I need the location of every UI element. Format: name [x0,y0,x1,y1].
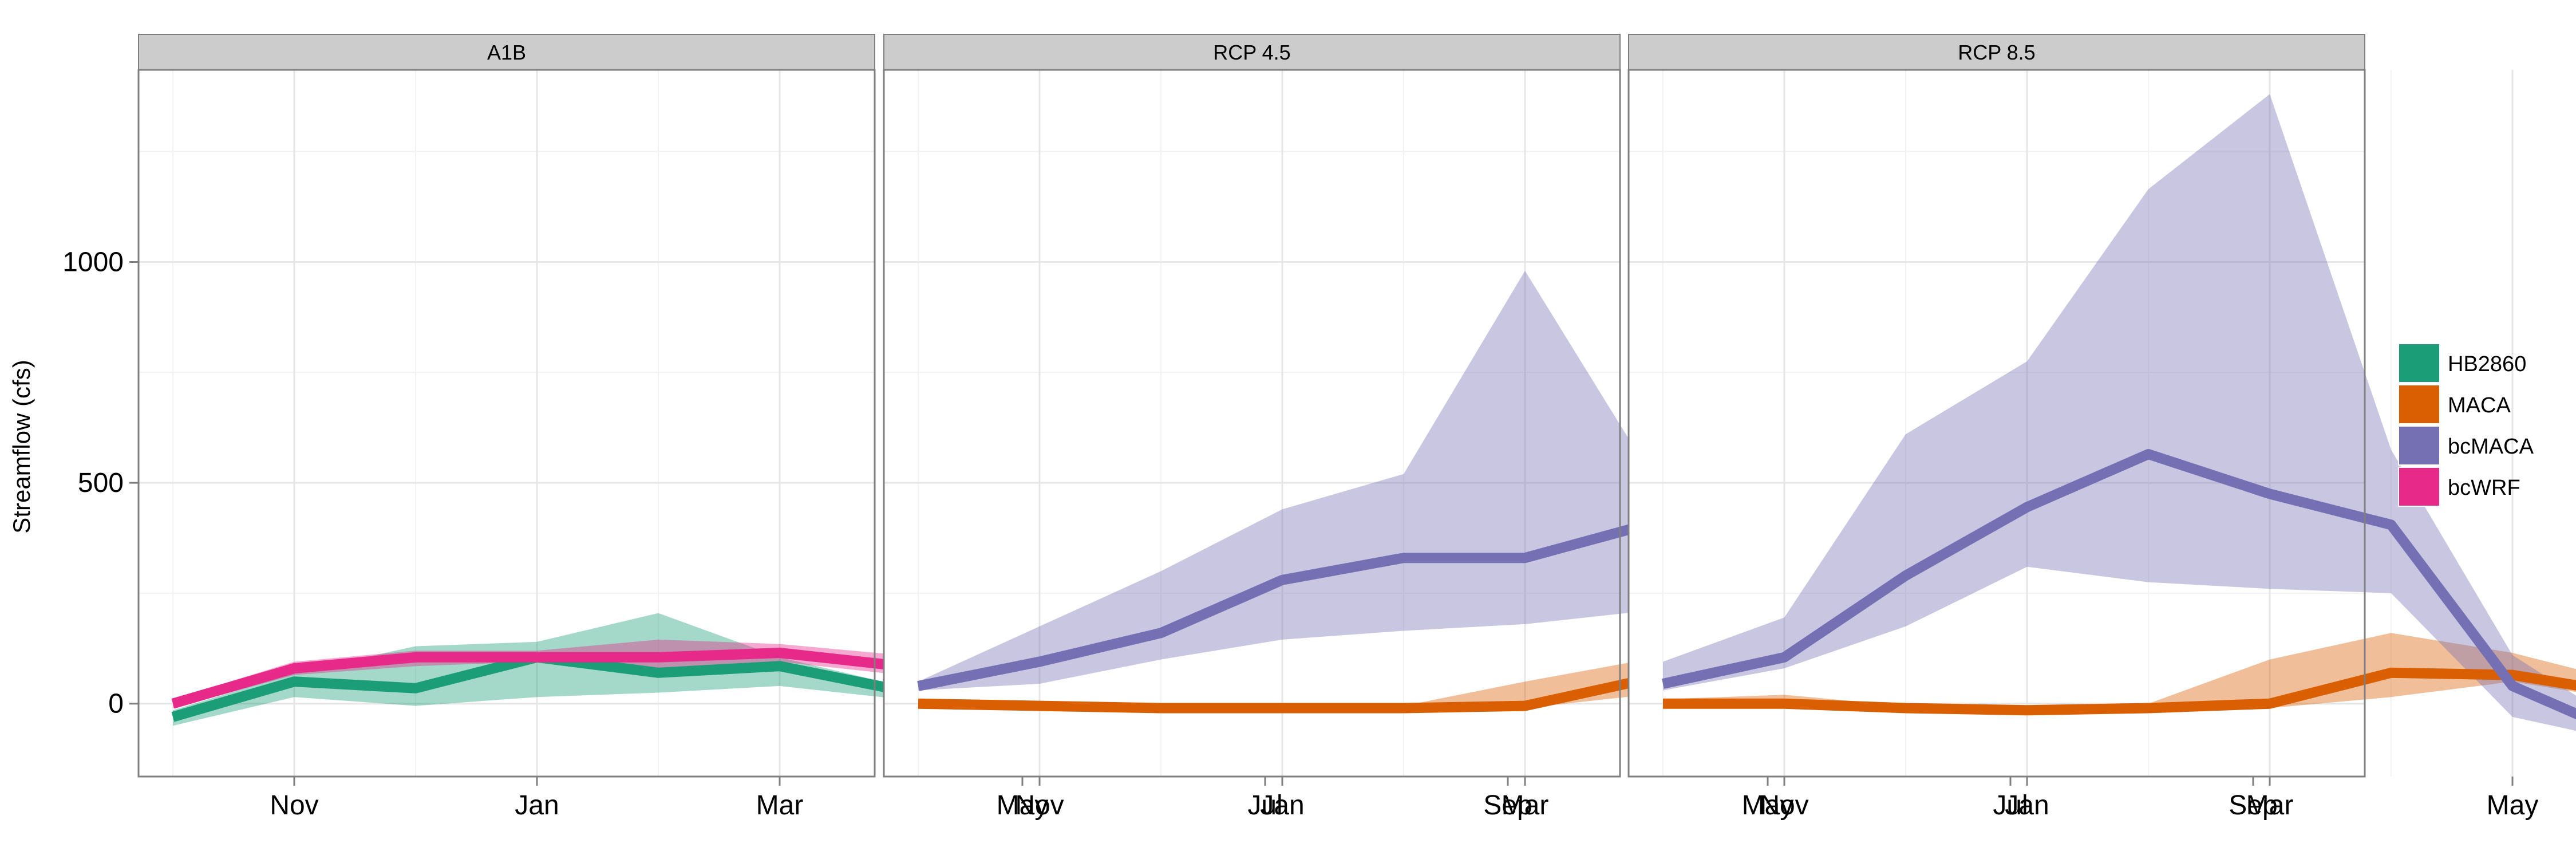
panel-strip [883,34,1621,70]
y-tick-label: 500 [78,468,124,498]
panel-border [137,69,876,778]
x-tick-label: Jan [1260,790,1304,821]
x-tick-label: Mar [2246,790,2294,821]
plot-area [1629,70,2365,777]
series-line-bcmaca [1662,449,2576,720]
x-tick-label: Jul [1247,790,1282,821]
panel-1: RCP 4.5 Nov Jan Mar May Jul Sep [883,34,2278,821]
legend: HB2860 MACA bcMACA bcWRF [2398,343,2534,507]
x-tick-label: Nov [1015,790,1064,821]
panel-strip [138,34,875,70]
panels-layer: A1B Nov Jan Mar May Jul Sep 0 500 1000 RCP 4.5 Nov J… [62,34,2576,821]
x-tick-label: Jul [1993,790,2028,821]
plot-area [884,70,1620,777]
legend-item: bcWRF [2398,467,2520,507]
ribbon-bcmaca [1663,94,2576,731]
x-tick-label: Sep [1483,790,1532,821]
legend-item: HB2860 [2398,343,2526,383]
x-tick-label: Mar [1502,790,1549,821]
legend-swatch [2398,384,2440,424]
panel-2: RCP 8.5 Nov Jan Mar May Jul Sep [1627,34,2576,821]
legend-swatch [2398,343,2440,383]
ribbon-bcmaca [918,270,2253,746]
x-tick-label: May [997,790,1049,821]
panel-title: A1B [487,41,526,64]
panel-title: RCP 4.5 [1213,41,1290,64]
legend-swatch [2398,467,2440,507]
legend-label: bcMACA [2448,435,2534,459]
x-tick-label: May [2487,790,2539,821]
x-tick-label: Jan [2005,790,2049,821]
panel-0: A1B Nov Jan Mar May Jul Sep 0 500 1000 [62,34,1532,821]
x-tick-label: Nov [270,790,318,821]
series-line-maca [1663,667,2576,716]
x-tick-label: Jan [515,790,559,821]
legend-item: MACA [2398,384,2511,424]
y-tick-label: 0 [108,689,124,719]
x-tick-label: Nov [1760,790,1808,821]
legend-label: bcWRF [2448,476,2520,500]
legend-item: bcMACA [2398,425,2534,466]
panel-border [883,69,1621,778]
legend-label: HB2860 [2448,352,2526,376]
ribbon-maca [1663,633,2576,713]
x-tick-label: May [1742,790,1794,821]
x-tick-label: Mar [756,790,804,821]
panel-border [1627,69,2366,778]
panel-title: RCP 8.5 [1958,41,2035,64]
x-tick-label: Sep [2229,790,2277,821]
legend-label: MACA [2448,393,2511,417]
y-tick-label: 1000 [62,247,124,277]
legend-swatch [2398,425,2440,466]
y-axis-label: Streamflow (cfs) [8,360,35,533]
